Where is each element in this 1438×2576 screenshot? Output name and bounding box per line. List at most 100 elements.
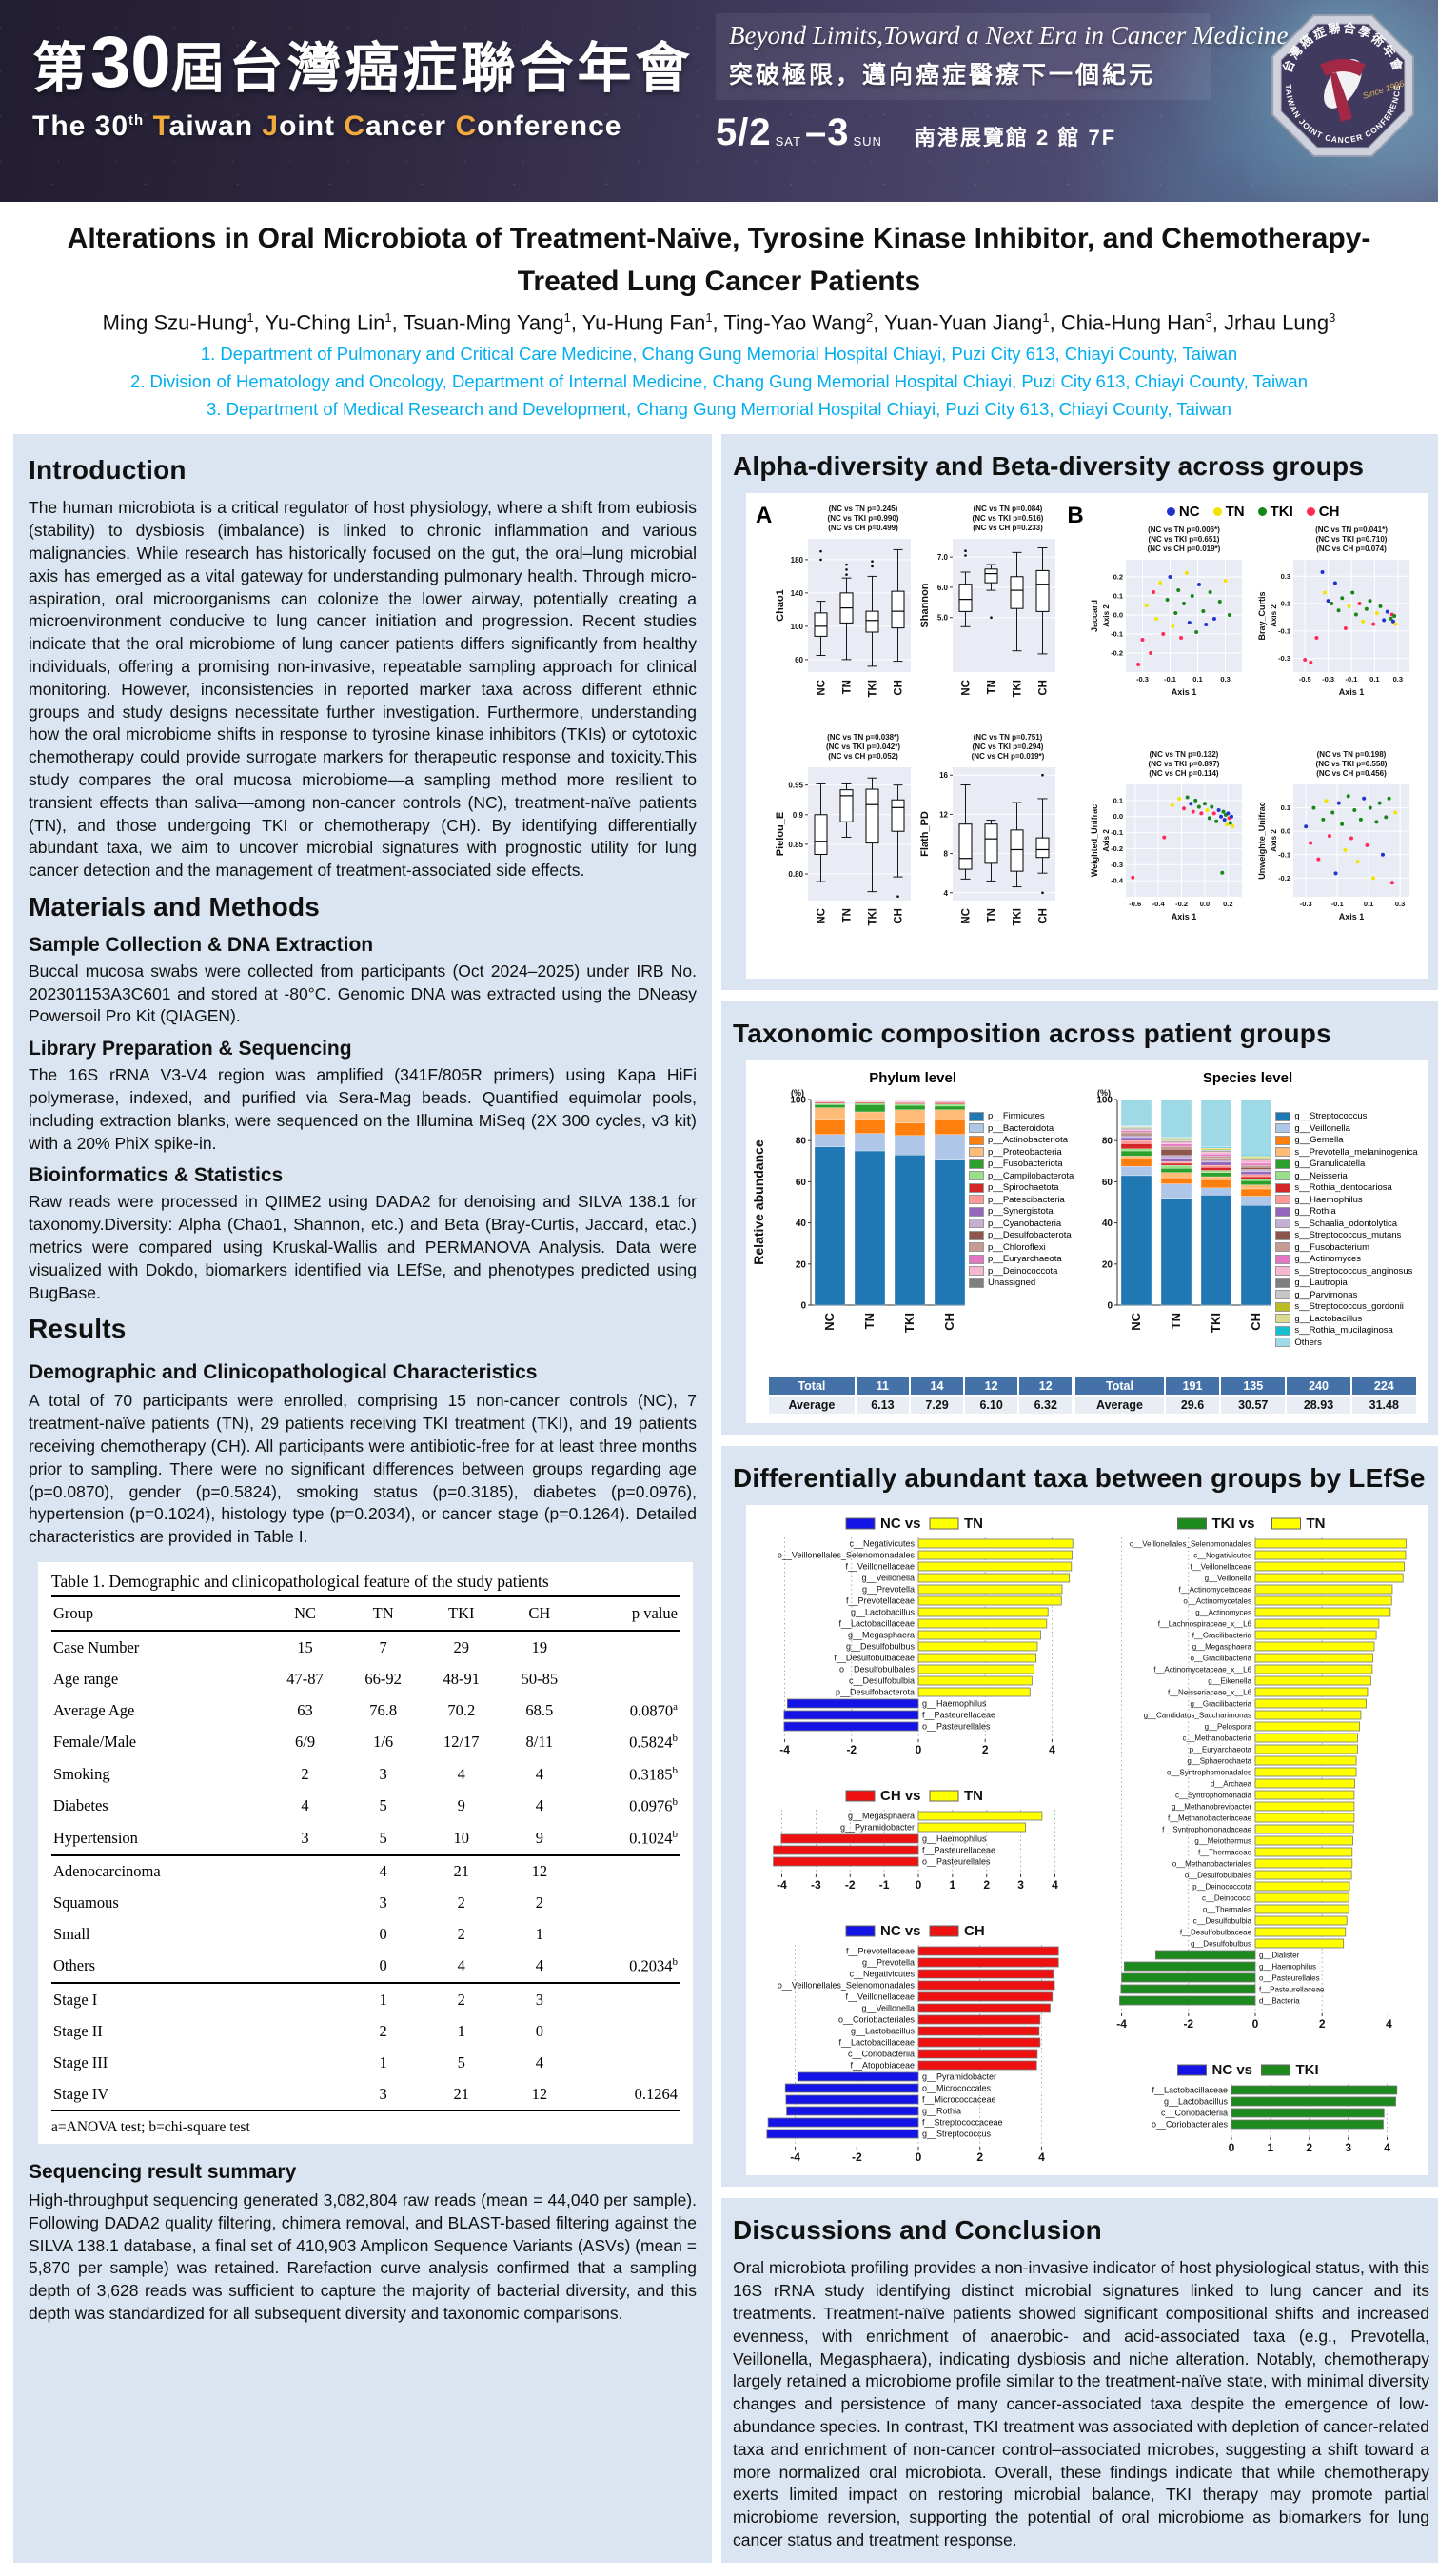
svg-text:c__Negativicutes: c__Negativicutes — [1193, 1552, 1251, 1560]
svg-text:o__Veillonellales_Selenomonada: o__Veillonellales_Selenomonadales — [778, 1981, 916, 1991]
svg-text:g__Meiothermus: g__Meiothermus — [1194, 1837, 1251, 1846]
svg-text:Bray_Curtis: Bray_Curtis — [1257, 592, 1267, 641]
svg-text:g__Prevotella: g__Prevotella — [862, 1958, 915, 1968]
svg-text:0.80: 0.80 — [789, 870, 804, 879]
svg-text:-4: -4 — [790, 2150, 800, 2164]
taxa-chart-title: Phylum level — [752, 1070, 1074, 1086]
author-name: Ming Szu-Hung — [103, 310, 247, 334]
methods-heading: Materials and Methods — [29, 892, 697, 922]
svg-text:-0.1: -0.1 — [1278, 851, 1290, 860]
svg-text:40: 40 — [1102, 1219, 1113, 1229]
svg-text:o__Desulfobulbales: o__Desulfobulbales — [1185, 1872, 1251, 1880]
svg-text:Shannon: Shannon — [919, 584, 931, 628]
panel-b-label: B — [1063, 501, 1085, 529]
svg-text:0.9: 0.9 — [793, 811, 804, 820]
svg-text:CH: CH — [964, 1923, 985, 1939]
svg-text:c__Negativicutes: c__Negativicutes — [849, 1539, 915, 1549]
taxa-legend-swatch-icon — [1275, 1266, 1290, 1276]
svg-text:CH: CH — [894, 908, 905, 924]
table-column-header: p value — [579, 1597, 680, 1631]
svg-text:c__Desulfobulbia: c__Desulfobulbia — [849, 1676, 915, 1686]
svg-text:-0.5: -0.5 — [1298, 675, 1310, 684]
right-column: Alpha-diversity and Beta-diversity acros… — [721, 434, 1438, 2563]
taxa-legend-item: s__Rothia_mucilaginosa — [1275, 1325, 1417, 1336]
taxa-legend-swatch-icon — [1275, 1219, 1290, 1228]
svg-text:g__Haemophilus: g__Haemophilus — [922, 1834, 987, 1844]
taxa-legend-item: s__Streptococcus_gordonii — [1275, 1301, 1417, 1312]
svg-text:TKI vs: TKI vs — [1212, 1516, 1255, 1532]
scatter-Jaccard: (NC vs TN p=0.006*)(NC vs TKI p=0.651)(N… — [1086, 522, 1253, 746]
svg-text:Chao1: Chao1 — [775, 590, 786, 623]
taxa-legend-swatch-icon — [969, 1147, 984, 1157]
svg-text:TN: TN — [842, 680, 854, 694]
svg-text:g__Haemophilus: g__Haemophilus — [922, 1699, 987, 1709]
svg-text:4: 4 — [944, 889, 949, 898]
svg-text:CH: CH — [894, 680, 905, 696]
svg-text:CH: CH — [942, 1313, 956, 1331]
svg-text:o__Syntrophomonadales: o__Syntrophomonadales — [1167, 1769, 1251, 1777]
svg-text:g__Methanobrevibacter: g__Methanobrevibacter — [1172, 1803, 1251, 1812]
svg-text:Axis 1: Axis 1 — [1171, 912, 1196, 921]
table-1-footnote: a=ANOVA test; b=chi-square test — [51, 2119, 680, 2136]
svg-text:f__Lactobacillaceae: f__Lactobacillaceae — [1152, 2086, 1228, 2095]
svg-text:f__Streptococcaceae: f__Streptococcaceae — [922, 2118, 1003, 2128]
svg-text:0.3: 0.3 — [1280, 572, 1290, 581]
legend-item-TN: TN — [1213, 504, 1245, 520]
taxa-legend-item: g__Lautropia — [1275, 1278, 1417, 1288]
svg-text:Axis 1: Axis 1 — [1338, 687, 1364, 697]
demographics-text: A total of 70 participants were enrolled… — [29, 1390, 697, 1549]
svg-text:NC: NC — [817, 680, 828, 696]
taxa-legend-item: g__Actinomyces — [1275, 1254, 1417, 1264]
svg-text:100: 100 — [791, 623, 804, 631]
svg-text:-0.3: -0.3 — [1136, 675, 1149, 684]
svg-text:(NC vs CH p=0.233): (NC vs CH p=0.233) — [974, 524, 1044, 532]
svg-text:c__Methanobacteria: c__Methanobacteria — [1183, 1734, 1252, 1743]
taxa-legend-item: p__Spirochaetota — [969, 1182, 1074, 1193]
taxa-legend-swatch-icon — [1275, 1159, 1290, 1169]
svg-text:o__Micrococcales: o__Micrococcales — [922, 2084, 992, 2093]
boxplot-grid: (NC vs TN p=0.245)(NC vs TKI p=0.990)(NC… — [774, 501, 1063, 958]
svg-text:NC: NC — [817, 908, 828, 924]
affiliation-line: 1. Department of Pulmonary and Critical … — [19, 341, 1419, 368]
svg-text:g__Haemophilus: g__Haemophilus — [1259, 1963, 1316, 1972]
svg-text:-2: -2 — [845, 1878, 856, 1892]
svg-text:-4: -4 — [779, 1743, 790, 1756]
event-date-venue: 5/2 SAT – 3 SUN 南港展覽館 2 館 7F — [716, 111, 1211, 154]
boxplot-Shannon: (NC vs TN p=0.084)(NC vs TKI p=0.516)(NC… — [918, 501, 1063, 729]
date-sat: SAT — [776, 134, 801, 154]
svg-text:-4: -4 — [1116, 2017, 1127, 2031]
scatter-grid: (NC vs TN p=0.006*)(NC vs TKI p=0.651)(N… — [1086, 522, 1421, 971]
date-day2: 3 — [827, 111, 849, 154]
legend-dot-icon — [1213, 507, 1222, 516]
svg-text:TN: TN — [862, 1313, 877, 1329]
author-name: Yu-Hung Fan — [582, 310, 706, 334]
svg-text:f__Desulfobulbaceae: f__Desulfobulbaceae — [1180, 1929, 1252, 1937]
svg-text:NC: NC — [961, 908, 973, 924]
demographics-subheading: Demographic and Clinicopathological Char… — [29, 1361, 697, 1384]
svg-text:80: 80 — [1102, 1137, 1113, 1147]
svg-text:-0.2: -0.2 — [1111, 844, 1123, 853]
author-name: Ting-Yao Wang — [723, 310, 866, 334]
conference-title-en: The 30th Taiwan Joint Cancer Conference — [32, 110, 694, 143]
svg-text:Axis 2: Axis 2 — [1270, 604, 1278, 627]
svg-text:-0.1: -0.1 — [1345, 675, 1357, 684]
taxa-legend-item: s__Streptococcus_mutans — [1275, 1230, 1417, 1240]
svg-text:-3: -3 — [811, 1878, 821, 1892]
svg-text:-0.1: -0.1 — [1330, 900, 1343, 908]
methods-subtext: Buccal mucosa swabs were collected from … — [29, 961, 697, 1028]
table-column-header: CH — [501, 1597, 579, 1631]
taxa-legend-swatch-icon — [969, 1171, 984, 1180]
venue-label: 南港展覽館 2 館 7F — [915, 121, 1116, 151]
svg-text:0.1: 0.1 — [1280, 803, 1290, 812]
legend-dot-icon — [1258, 507, 1267, 516]
svg-text:CH: CH — [1038, 908, 1050, 924]
svg-text:0.3: 0.3 — [1392, 675, 1402, 684]
svg-text:Axis 2: Axis 2 — [1102, 604, 1111, 627]
left-column: Introduction The human microbiota is a c… — [13, 434, 712, 2563]
